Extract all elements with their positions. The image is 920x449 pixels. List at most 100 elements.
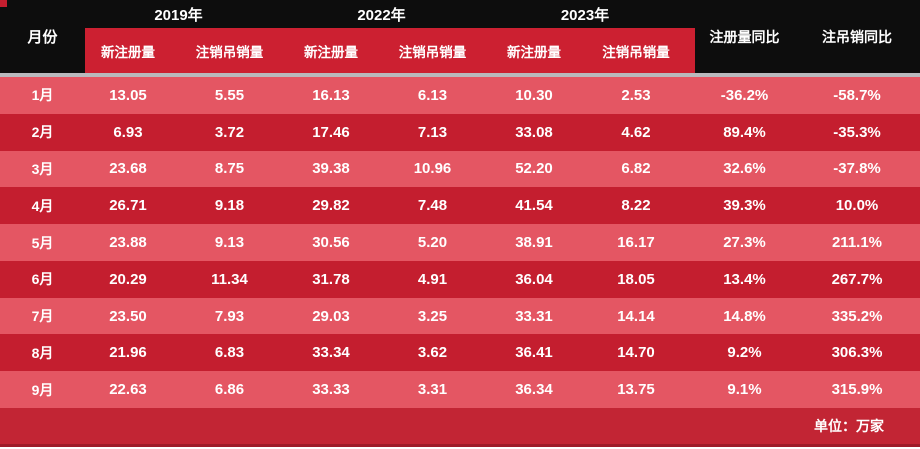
yoy-registration-header: 注册量同比 bbox=[695, 0, 810, 73]
value-cell-yoy-registration: 9.1% bbox=[727, 381, 762, 399]
value-cell-2019-new: 20.29 bbox=[109, 270, 147, 288]
value-cell-2023-cancel: 16.17 bbox=[617, 234, 655, 252]
value-cell-2019-cancel: 9.13 bbox=[214, 234, 245, 252]
value-cell-2023-new: 33.31 bbox=[515, 307, 553, 325]
value-cell-2023-new: 38.91 bbox=[515, 234, 553, 252]
subheader-2023-new: 新注册量 bbox=[491, 28, 593, 73]
value-cell-2019-new: 22.63 bbox=[109, 381, 147, 399]
value-cell-2023-cancel: 14.70 bbox=[617, 344, 655, 362]
value-cell-yoy-registration: 13.4% bbox=[723, 270, 766, 288]
header-body-divider bbox=[0, 73, 920, 77]
table-row: 6月 20.29 11.34 31.78 4.91 36.04 18.05 13… bbox=[0, 260, 920, 298]
unit-note: 单位：万家 bbox=[814, 418, 884, 434]
value-cell-2022-new: 17.46 bbox=[312, 123, 350, 141]
table-row: 5月 23.88 9.13 30.56 5.20 38.91 16.17 27.… bbox=[0, 224, 920, 261]
value-cell-yoy-registration: 27.3% bbox=[723, 234, 766, 252]
value-cell-2019-cancel: 7.93 bbox=[214, 307, 245, 325]
value-cell-2023-cancel: 6.82 bbox=[621, 160, 651, 178]
value-cell-2023-cancel: 18.05 bbox=[617, 270, 655, 288]
table-row: 8月 21.96 6.83 33.34 3.62 36.41 14.70 9.2… bbox=[0, 334, 920, 372]
subheader-2022-new: 新注册量 bbox=[288, 28, 390, 73]
month-cell: 1月 bbox=[31, 87, 54, 104]
value-cell-yoy-deregistration: -35.3% bbox=[833, 123, 881, 141]
value-cell-2023-cancel: 13.75 bbox=[617, 381, 655, 399]
value-cell-yoy-registration: -36.2% bbox=[720, 86, 769, 104]
table-row: 9月 22.63 6.86 33.33 3.31 36.34 13.75 9.1… bbox=[0, 371, 920, 409]
value-cell-2023-cancel: 14.14 bbox=[617, 307, 655, 325]
month-cell: 4月 bbox=[31, 197, 54, 214]
value-cell-2022-cancel: 6.13 bbox=[417, 86, 448, 104]
value-cell-2022-cancel: 3.62 bbox=[417, 344, 448, 362]
value-cell-2023-cancel: 8.22 bbox=[621, 197, 651, 215]
table-row: 3月 23.68 8.75 39.38 10.96 52.20 6.82 32.… bbox=[0, 150, 920, 188]
value-cell-2023-cancel: 2.53 bbox=[621, 86, 651, 104]
year-header-2019: 2019年 bbox=[85, 0, 288, 28]
value-cell-2022-cancel: 10.96 bbox=[413, 160, 452, 178]
value-cell-2019-cancel: 9.18 bbox=[214, 197, 245, 215]
month-cell: 7月 bbox=[31, 308, 54, 325]
month-cell: 8月 bbox=[31, 344, 54, 361]
value-cell-yoy-registration: 32.6% bbox=[723, 160, 766, 178]
value-cell-2022-new: 39.38 bbox=[312, 160, 350, 178]
table-row: 1月 13.05 5.55 16.13 6.13 10.30 2.53 -36.… bbox=[0, 77, 920, 114]
table-row: 4月 26.71 9.18 29.82 7.48 41.54 8.22 39.3… bbox=[0, 187, 920, 225]
value-cell-2022-new: 16.13 bbox=[312, 86, 350, 104]
value-cell-2019-cancel: 5.55 bbox=[214, 86, 245, 104]
subheader-2019-new: 新注册量 bbox=[85, 28, 187, 73]
value-cell-yoy-deregistration: 306.3% bbox=[831, 344, 883, 362]
month-cell: 5月 bbox=[31, 234, 54, 251]
value-cell-2022-cancel: 5.20 bbox=[417, 234, 448, 252]
month-column-header: 月份 bbox=[0, 0, 85, 73]
value-cell-2019-new: 23.50 bbox=[109, 307, 147, 325]
year-header-2022: 2022年 bbox=[288, 0, 491, 28]
value-cell-yoy-registration: 14.8% bbox=[723, 307, 766, 325]
value-cell-2022-new: 29.03 bbox=[312, 307, 350, 325]
value-cell-2022-new: 30.56 bbox=[312, 234, 350, 252]
value-cell-2019-cancel: 11.34 bbox=[211, 270, 248, 288]
value-cell-2023-new: 36.04 bbox=[515, 270, 553, 288]
value-cell-2019-new: 23.68 bbox=[109, 160, 147, 178]
value-cell-2019-cancel: 6.83 bbox=[214, 344, 245, 362]
value-cell-2022-cancel: 3.25 bbox=[417, 307, 448, 325]
value-cell-2023-new: 10.30 bbox=[515, 86, 553, 104]
value-cell-2022-cancel: 7.48 bbox=[417, 197, 448, 215]
value-cell-yoy-registration: 9.2% bbox=[727, 344, 762, 362]
value-cell-yoy-registration: 89.4% bbox=[723, 123, 766, 141]
value-cell-2019-new: 23.88 bbox=[109, 234, 147, 252]
value-cell-2022-new: 29.82 bbox=[312, 197, 350, 215]
value-cell-2022-new: 31.78 bbox=[312, 270, 350, 288]
month-cell: 9月 bbox=[31, 381, 54, 398]
subheader-2019-cancel: 注销吊销量 bbox=[187, 28, 288, 73]
yoy-deregistration-header: 注吊销同比 bbox=[810, 0, 920, 73]
value-cell-yoy-deregistration: -37.8% bbox=[833, 160, 881, 178]
subheader-2022-cancel: 注销吊销量 bbox=[390, 28, 491, 73]
value-cell-2022-new: 33.34 bbox=[312, 344, 350, 362]
value-cell-2023-cancel: 4.62 bbox=[621, 123, 651, 141]
value-cell-yoy-deregistration: 267.7% bbox=[831, 270, 883, 288]
table-footer: 单位：万家 bbox=[0, 408, 920, 444]
value-cell-2019-cancel: 6.86 bbox=[214, 381, 245, 399]
value-cell-2019-cancel: 3.72 bbox=[214, 123, 245, 141]
month-cell: 6月 bbox=[31, 271, 54, 288]
value-cell-2022-cancel: 4.91 bbox=[417, 270, 448, 288]
corner-accent-square bbox=[0, 0, 7, 7]
month-cell: 3月 bbox=[31, 160, 54, 177]
year-header-2023: 2023年 bbox=[491, 0, 695, 28]
value-cell-yoy-deregistration: 315.9% bbox=[831, 381, 883, 399]
table-row: 2月 6.93 3.72 17.46 7.13 33.08 4.62 89.4%… bbox=[0, 113, 920, 151]
value-cell-yoy-deregistration: 335.2% bbox=[831, 307, 883, 325]
value-cell-yoy-deregistration: 211.1% bbox=[831, 234, 883, 252]
value-cell-2022-cancel: 7.13 bbox=[417, 123, 448, 141]
value-cell-2019-new: 26.71 bbox=[109, 197, 147, 215]
table-header: 月份 2019年 2022年 2023年 注册量同比 注吊销同比 新注册量 注销… bbox=[0, 0, 920, 73]
table-row: 7月 23.50 7.93 29.03 3.25 33.31 14.14 14.… bbox=[0, 297, 920, 335]
value-cell-2019-new: 6.93 bbox=[113, 123, 143, 141]
footer-bottom-edge bbox=[0, 444, 920, 447]
value-cell-2022-cancel: 3.31 bbox=[417, 381, 448, 399]
value-cell-2023-new: 36.34 bbox=[515, 381, 553, 399]
value-cell-2023-new: 36.41 bbox=[515, 344, 553, 362]
value-cell-yoy-deregistration: 10.0% bbox=[835, 197, 879, 215]
value-cell-yoy-deregistration: -58.7% bbox=[833, 86, 881, 104]
month-cell: 2月 bbox=[31, 124, 54, 141]
